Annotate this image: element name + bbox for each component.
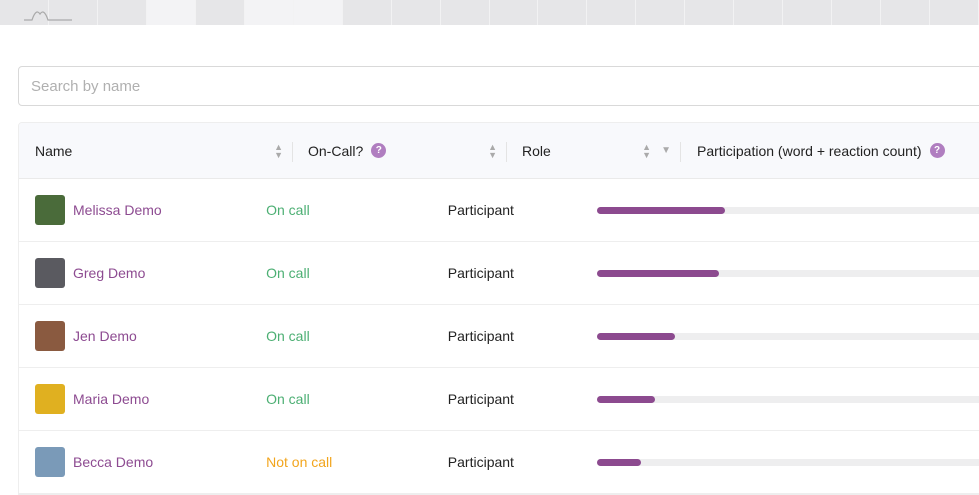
help-icon[interactable]: ? — [929, 143, 945, 158]
participation-bar — [596, 332, 979, 340]
avatar — [35, 195, 65, 225]
participant-name-link[interactable]: Maria Demo — [73, 391, 150, 407]
search-input[interactable] — [18, 66, 979, 106]
participant-name-link[interactable]: Melissa Demo — [73, 202, 162, 218]
top-image-strip — [0, 0, 979, 25]
sort-icon[interactable]: ▲ ▼ — [488, 141, 497, 160]
table-row: Melissa Demo On call Participant — [19, 179, 979, 242]
header-oncall: On-Call? — [308, 142, 364, 159]
role: Participant — [447, 202, 514, 218]
filter-icon[interactable]: ▼ — [661, 145, 671, 156]
on-call-status: On call — [266, 391, 310, 407]
on-call-status: On call — [266, 328, 310, 344]
participant-name-link[interactable]: Jen Demo — [73, 328, 137, 344]
role: Participant — [447, 328, 514, 344]
sort-icon[interactable]: ▲ ▼ — [274, 141, 283, 160]
on-call-status: On call — [266, 202, 310, 218]
participation-bar — [596, 269, 979, 277]
role: Participant — [447, 265, 514, 281]
header-name: Name — [35, 142, 73, 159]
participation-fill — [596, 332, 675, 340]
participation-bar — [596, 395, 979, 403]
table-row: Greg Demo On call Participant — [19, 242, 979, 305]
participant-name-link[interactable]: Greg Demo — [73, 265, 146, 281]
avatar — [35, 447, 65, 477]
on-call-status: On call — [266, 265, 310, 281]
avatar — [35, 258, 65, 288]
on-call-status: Not on call — [266, 454, 333, 470]
participant-name-link[interactable]: Becca Demo — [73, 454, 154, 470]
table-row: Maria Demo On call Participant — [19, 368, 979, 431]
role: Participant — [447, 391, 514, 407]
participation-fill — [596, 269, 719, 277]
participation-fill — [596, 458, 641, 466]
waveform-icon — [24, 11, 72, 21]
table-header: Name ▲ ▼ On-Call?? ▲ ▼ Role ▲ ▼ ▼ Participation… — [19, 123, 979, 179]
avatar — [35, 321, 65, 351]
help-icon[interactable]: ? — [371, 143, 387, 158]
participants-table: Name ▲ ▼ On-Call?? ▲ ▼ Role ▲ ▼ ▼ Participation… — [18, 122, 979, 495]
table-row: Jen Demo On call Participant — [19, 305, 979, 368]
participation-bar — [596, 206, 979, 214]
header-role: Role — [522, 142, 551, 159]
table-row: Becca Demo Not on call Participant — [19, 431, 979, 494]
participation-fill — [596, 206, 725, 214]
sort-icon[interactable]: ▲ ▼ — [642, 141, 651, 160]
participation-bar — [596, 458, 979, 466]
header-participation: Participation (word + reaction count) — [697, 142, 922, 159]
role: Participant — [447, 454, 514, 470]
participation-fill — [596, 395, 655, 403]
avatar — [35, 384, 65, 414]
